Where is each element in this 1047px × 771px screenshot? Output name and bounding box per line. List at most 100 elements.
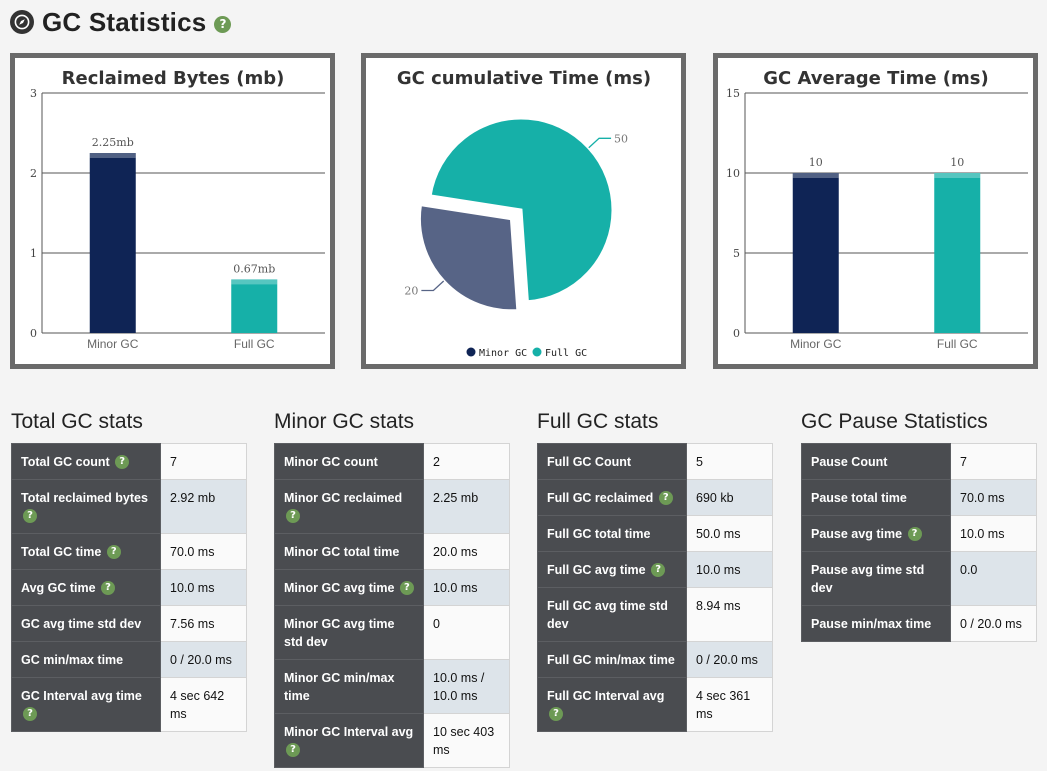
bar-minor-gc [792,173,839,333]
stat-value: 0 / 20.0 ms [160,641,247,678]
pie-data-label: 20 [404,285,418,298]
stat-label-cell: Pause avg time std dev [801,551,951,606]
help-icon[interactable]: ? [399,580,414,595]
stat-label-cell: Pause total time [801,479,951,516]
bar-data-label: 2.25mb [92,136,134,149]
x-tick-label: Full GC [937,337,978,351]
section-heading: Total GC stats [11,410,143,433]
stat-label: Full GC total time [547,527,651,541]
stat-label-cell: Pause min/max time [801,605,951,642]
stat-label-cell: Pause Count [801,443,951,480]
stat-label: Full GC avg time [547,563,646,577]
stats-row: Minor GC Interval avg ? 10 sec 403 ms [274,713,510,768]
bar-data-label: 0.67mb [233,262,275,275]
help-icon[interactable]: ? [23,706,37,721]
help-icon[interactable]: ? [658,490,673,505]
stats-row: Full GC total time 50.0 ms [537,515,773,552]
y-tick-label: 2 [30,167,37,180]
full-gc-stats: Full GC stats Full GC Count 5 Full GC recl… [537,408,773,732]
legend-marker [532,347,542,357]
bar-highlight [89,153,136,158]
stat-label: Minor GC avg time [284,581,395,595]
gc-average-time-chart-svg: GC Average Time (ms) 0 5 10 15 10 Minor GC 10 Fu… [726,68,1028,351]
page-header: GC Statistics ? [10,6,232,38]
stat-value: 7 [950,443,1037,480]
stats-table: Total GC count ? 7 Total reclaimed bytes ?… [11,443,247,732]
stat-label: Minor GC avg time std dev [284,617,395,649]
page-title: GC Statistics [42,6,207,37]
help-icon[interactable]: ? [115,454,130,469]
stat-label: Total GC time [21,545,102,559]
help-icon[interactable]: ? [214,15,232,33]
reclaimed-bytes-chart-svg: Reclaimed Bytes (mb) 0 1 2 3 2.25mb Minor GC 0.… [30,68,325,351]
help-icon[interactable]: ? [907,526,922,541]
stat-label-cell: Minor GC avg time ? [274,569,424,606]
stat-value: 50.0 ms [686,515,773,552]
stats-row: Minor GC min/max time 10.0 ms / 10.0 ms [274,659,510,714]
stat-label: Minor GC reclaimed [284,491,403,505]
stat-value: 70.0 ms [160,533,247,570]
stat-value: 4 sec 642 ms [160,677,247,732]
x-tick-label: Minor GC [87,337,139,351]
stats-table: Full GC Count 5 Full GC reclaimed ? 690 kb F… [537,443,773,732]
y-tick-label: 10 [726,167,740,180]
bar-minor-gc [89,153,136,333]
x-tick-label: Full GC [234,337,275,351]
stat-label-cell: Minor GC reclaimed ? [274,479,424,534]
stat-value: 4 sec 361 ms [686,677,773,732]
stat-value: 10.0 ms [950,515,1037,552]
stats-row: GC avg time std dev 7.56 ms [11,605,247,642]
stats-row: Pause total time 70.0 ms [801,479,1037,516]
bar-full-gc [934,173,981,333]
stats-table: Minor GC count 2 Minor GC reclaimed ? 2.25 … [274,443,510,768]
stats-row: GC min/max time 0 / 20.0 ms [11,641,247,678]
stat-label-cell: Minor GC avg time std dev [274,605,424,660]
help-icon[interactable]: ? [106,544,121,559]
section-heading: GC Pause Statistics [801,410,988,433]
stat-label-cell: GC avg time std dev [11,605,161,642]
y-tick-label: 5 [733,247,740,260]
stats-row: Pause min/max time 0 / 20.0 ms [801,605,1037,642]
help-icon[interactable]: ? [286,742,300,757]
section-heading: Full GC stats [537,410,659,433]
stat-label: Minor GC total time [284,545,400,559]
stat-label-cell: Total GC time ? [11,533,161,570]
stat-value: 10.0 ms / 10.0 ms [423,659,510,714]
stat-value: 10 sec 403 ms [423,713,510,768]
bar-data-label: 10 [809,156,823,169]
stats-row: Minor GC avg time std dev 0 [274,605,510,660]
stat-value: 8.94 ms [686,587,773,642]
bar-data-label: 10 [950,156,964,169]
bar-highlight [231,279,278,285]
stat-value: 2.25 mb [423,479,510,534]
stat-label: Avg GC time [21,581,96,595]
help-icon[interactable]: ? [23,508,37,523]
y-tick-label: 15 [726,87,740,100]
y-tick-label: 1 [30,247,37,260]
stat-label: Total reclaimed bytes [21,491,148,505]
compass-icon [10,10,34,34]
stat-value: 690 kb [686,479,773,516]
stats-row: Total GC count ? 7 [11,443,247,480]
bar-highlight [934,173,981,178]
help-icon[interactable]: ? [651,562,666,577]
stat-label-cell: Total GC count ? [11,443,161,480]
stat-label-cell: Avg GC time ? [11,569,161,606]
chart-title: GC Average Time (ms) [763,68,988,89]
help-icon[interactable]: ? [101,580,116,595]
help-icon[interactable]: ? [286,508,300,523]
pie-data-label: 50 [614,132,628,145]
stat-value: 20.0 ms [423,533,510,570]
stat-label-cell: GC min/max time [11,641,161,678]
stats-row: Avg GC time ? 10.0 ms [11,569,247,606]
stat-label: GC avg time std dev [21,617,142,631]
help-icon[interactable]: ? [549,706,563,721]
stat-label-cell: Full GC total time [537,515,687,552]
bar-full-gc [231,279,278,333]
stats-row: Full GC avg time std dev 8.94 ms [537,587,773,642]
stat-value: 0.0 [950,551,1037,606]
stat-label-cell: Full GC Count [537,443,687,480]
stat-label-cell: Minor GC Interval avg ? [274,713,424,768]
y-tick-label: 3 [30,87,37,100]
stat-label: Minor GC Interval avg [284,725,414,739]
